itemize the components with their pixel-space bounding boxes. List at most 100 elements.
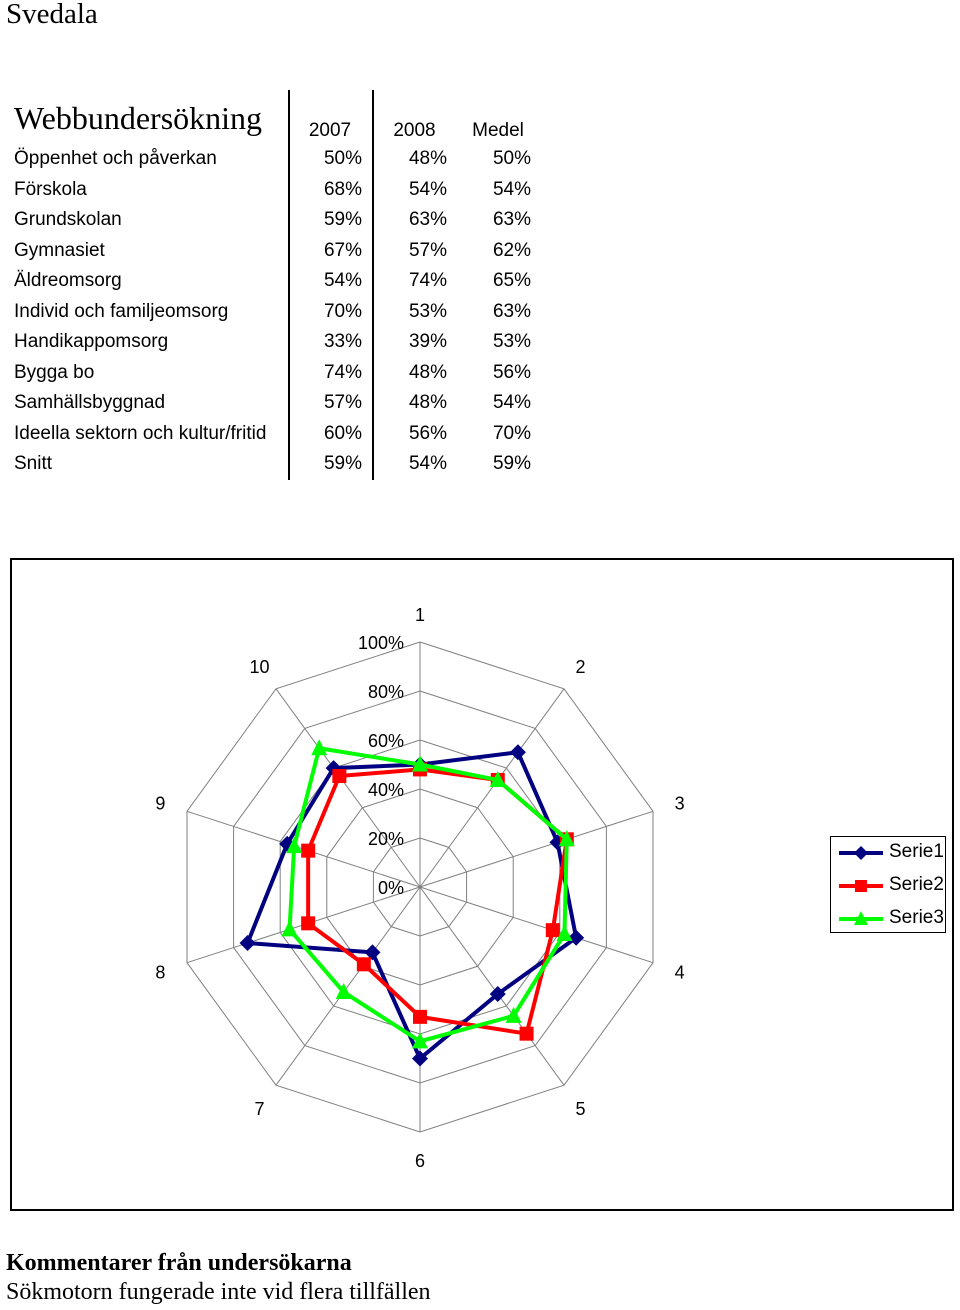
table-cell: 54% [492,178,531,200]
table-cell: 65% [492,270,531,292]
table-row: Handikappomsorg 33% 39% 53% [6,327,541,358]
category-label: 3 [675,794,685,814]
legend-label: Serie2 [889,874,944,895]
grid-spoke [419,688,565,888]
table-cell: 54% [492,392,531,414]
row-label: Handikappomsorg [14,331,169,353]
legend-marker-serie3 [839,911,883,925]
table-cell: 56% [408,422,447,444]
radial-tick-label: 40% [368,780,404,800]
legend-label: Serie3 [889,907,944,928]
data-point [364,944,381,961]
grid-spoke [275,886,421,1086]
table-cell: 50% [492,148,531,170]
legend-marker-serie2 [839,880,883,892]
data-point [413,1009,427,1024]
table-cell: 67% [288,235,374,266]
table-cell: 63% [492,209,531,231]
table-row: Gymnasiet 67% 57% 62% [6,235,541,266]
data-point [558,830,575,847]
grid-spoke [419,886,565,1086]
table-cell: 59% [492,453,531,475]
table-cell: 62% [492,239,531,261]
table-cell: 53% [408,300,447,322]
category-label: 2 [575,657,585,677]
data-point [556,924,573,941]
row-label: Snitt [14,453,53,475]
table-cell: 50% [288,144,374,175]
data-point [281,920,298,937]
category-label: 9 [155,794,165,814]
row-label: Grundskolan [14,209,122,231]
table-row: Förskola 68% 54% 54% [6,174,541,205]
row-label: Äldreomsorg [14,270,122,292]
category-label: 8 [155,962,165,982]
table-cell: 48% [408,148,447,170]
table-cell: 59% [288,449,374,480]
radial-tick-label: 80% [368,682,404,702]
row-label: Samhällsbyggnad [14,392,166,414]
category-label: 7 [255,1099,265,1119]
data-point [356,957,371,972]
radar-chart-frame: 0% 20% 40% 60% 80% 100% 1 2 3 4 5 6 7 8 9 10 [10,558,954,1211]
table-cell: 63% [492,300,531,322]
table-cell: 63% [408,209,447,231]
row-label: Öppenhet och påverkan [14,148,217,170]
row-label: Individ och familjeomsorg [14,300,229,322]
table-row: Ideella sektorn och kultur/fritid 60% 56% 7… [6,418,541,449]
legend-marker-serie1 [839,846,883,860]
legend-label: Serie1 [889,841,944,862]
category-label: 10 [250,657,270,677]
data-point [286,837,303,854]
data-point [412,1050,428,1067]
table-cell: 74% [408,270,447,292]
table-header-row: Webbundersökning 2007 2008 Medel [6,90,541,144]
comments-text: Sökmotorn fungerade inte vid flera tillf… [6,1279,431,1305]
comments-heading: Kommentarer från undersökarna [6,1250,352,1276]
chart-legend: Serie1 Serie2 Serie3 [830,836,946,933]
category-label: 6 [415,1151,425,1171]
table-cell: 54% [408,453,447,475]
table-row: Grundskolan 59% 63% 63% [6,205,541,236]
series-line-serie1 [244,750,579,1062]
table-cell: 57% [408,239,447,261]
row-label: Ideella sektorn och kultur/fritid [14,422,267,444]
table-cell: 57% [288,388,374,419]
table-row: Bygga bo 74% 48% 56% [6,357,541,388]
data-point [325,760,342,777]
table-cell: 74% [288,357,374,388]
grid-spoke [275,688,421,888]
table-cell: 39% [408,331,447,353]
radial-tick-label: 20% [368,829,404,849]
table-cell: 54% [408,178,447,200]
table-row: Individ och familjeomsorg 70% 53% 63% [6,296,541,327]
data-point [509,744,526,761]
data-point [568,929,585,946]
row-label: Bygga bo [14,361,95,383]
row-label: Förskola [14,178,87,200]
data-point [519,1026,534,1041]
row-label: Gymnasiet [14,239,105,261]
page-title: Svedala [6,0,98,30]
data-point [301,843,316,858]
table-row: Äldreomsorg 54% 74% 65% [6,266,541,297]
survey-table: Webbundersökning 2007 2008 Medel Öppenhe… [6,90,542,480]
data-point [301,916,316,931]
column-header: Medel [472,120,524,141]
data-point [239,935,256,952]
table-cell: 56% [492,361,531,383]
table-cell: 68% [288,174,374,205]
table-cell: 53% [492,331,531,353]
radial-tick-label: 60% [368,731,404,751]
table-cell: 70% [288,296,374,327]
category-label: 5 [575,1099,585,1119]
table-row: Öppenhet och påverkan 50% 48% 50% [6,144,541,175]
table-cell: 59% [288,205,374,236]
radial-tick-label: 0% [378,878,404,898]
data-point [545,923,560,938]
table-cell: 70% [492,422,531,444]
category-label: 1 [415,605,425,625]
table-cell: 48% [408,361,447,383]
table-cell: 60% [288,418,374,449]
data-point [489,986,506,1003]
